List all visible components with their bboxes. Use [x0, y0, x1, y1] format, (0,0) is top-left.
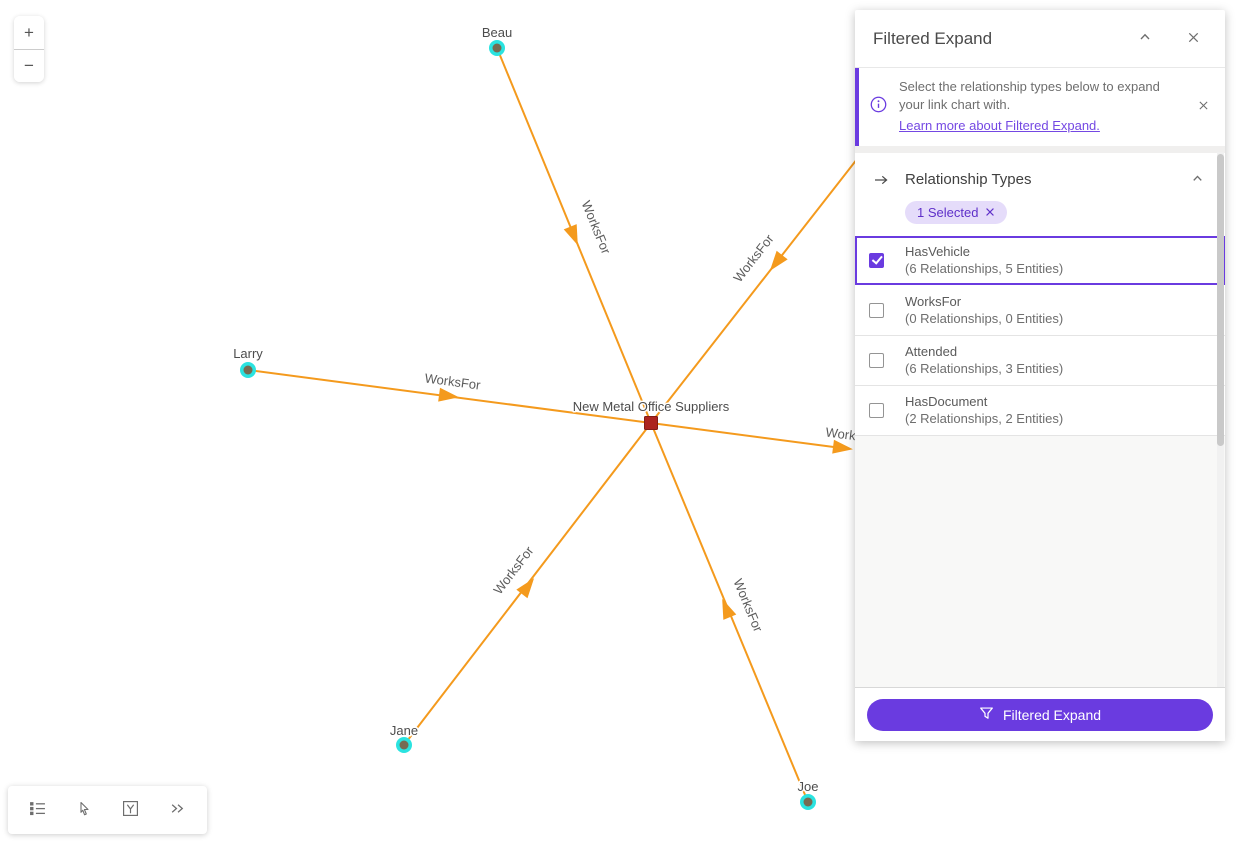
- relationship-types-header[interactable]: Relationship Types: [855, 153, 1225, 192]
- checkbox[interactable]: [869, 253, 884, 268]
- edge-label: WorksFor: [424, 370, 482, 392]
- link-chart-icon: [122, 800, 139, 820]
- panel-empty-area: [855, 436, 1225, 687]
- expand-toolbar-button[interactable]: [160, 792, 196, 828]
- list-item-attended[interactable]: Attended (6 Relationships, 3 Entities): [855, 336, 1225, 386]
- zoom-out-button[interactable]: −: [14, 49, 44, 82]
- node-label-beau: Beau: [482, 25, 512, 40]
- relationship-detail: (2 Relationships, 2 Entities): [905, 410, 1063, 427]
- list-item-hasvehicle[interactable]: HasVehicle (6 Relationships, 5 Entities): [855, 236, 1225, 286]
- edge-right-worksfor[interactable]: [651, 423, 849, 449]
- section-divider: [855, 146, 1225, 153]
- edge-arrow: [564, 224, 585, 248]
- selected-count-label: 1 Selected: [917, 205, 978, 220]
- cursor-icon: [76, 801, 92, 820]
- filtered-expand-button[interactable]: Filtered Expand: [867, 699, 1213, 731]
- edge-arrow: [764, 251, 787, 275]
- edge-label: WorksFor: [730, 231, 777, 285]
- node-label-joe: Joe: [798, 779, 819, 794]
- close-panel-button[interactable]: [1177, 23, 1209, 55]
- relationship-type-list: HasVehicle (6 Relationships, 5 Entities)…: [855, 236, 1225, 436]
- edge-topright-worksfor[interactable]: [651, 122, 886, 423]
- info-icon: [870, 96, 887, 118]
- bottom-toolbar: [8, 786, 207, 834]
- filtered-expand-panel: Filtered Expand Select the relationship …: [855, 10, 1225, 741]
- relationship-detail: (6 Relationships, 5 Entities): [905, 260, 1063, 277]
- close-icon: [1197, 99, 1210, 115]
- collapse-section-button[interactable]: [1185, 168, 1209, 192]
- clear-selection-icon[interactable]: [985, 205, 995, 220]
- node-label-jane: Jane: [390, 723, 418, 738]
- select-tool-button[interactable]: [66, 792, 102, 828]
- panel-scrollbar[interactable]: [1217, 152, 1224, 687]
- edge-arrow: [438, 388, 460, 404]
- zoom-in-button[interactable]: +: [14, 16, 44, 49]
- info-message: Select the relationship types below to e…: [899, 79, 1160, 112]
- selected-count-badge[interactable]: 1 Selected: [905, 201, 1007, 224]
- list-item-worksfor[interactable]: WorksFor (0 Relationships, 0 Entities): [855, 286, 1225, 336]
- dismiss-info-button[interactable]: [1191, 95, 1215, 119]
- chevron-up-icon: [1137, 29, 1153, 48]
- relationship-name: Attended: [905, 343, 1063, 360]
- node-jane[interactable]: Jane: [390, 723, 418, 753]
- link-chart-tool-button[interactable]: [113, 792, 149, 828]
- relationship-detail: (0 Relationships, 0 Entities): [905, 310, 1063, 327]
- relationship-name: HasDocument: [905, 393, 1063, 410]
- edge-arrow: [716, 596, 737, 620]
- zoom-widget: + −: [14, 16, 44, 82]
- panel-footer: Filtered Expand: [855, 687, 1225, 741]
- node-label-center: New Metal Office Suppliers: [573, 399, 730, 414]
- checkbox[interactable]: [869, 303, 884, 318]
- double-chevron-right-icon: [169, 800, 186, 820]
- edges: [248, 48, 886, 802]
- panel-title: Filtered Expand: [873, 29, 1129, 49]
- panel-header: Filtered Expand: [855, 10, 1225, 68]
- node-new-metal-office-suppliers[interactable]: New Metal Office Suppliers: [573, 399, 730, 430]
- section-title: Relationship Types: [905, 171, 1185, 188]
- checkbox[interactable]: [869, 403, 884, 418]
- list-icon: [29, 800, 46, 820]
- relationship-name: WorksFor: [905, 293, 1063, 310]
- filter-funnel-icon: [979, 706, 994, 724]
- relationship-name: HasVehicle: [905, 243, 1063, 260]
- node-label-larry: Larry: [233, 346, 263, 361]
- collapse-panel-button[interactable]: [1129, 23, 1161, 55]
- close-icon: [1186, 30, 1201, 48]
- list-item-hasdocument[interactable]: HasDocument (2 Relationships, 2 Entities…: [855, 386, 1225, 436]
- learn-more-link[interactable]: Learn more about Filtered Expand.: [899, 117, 1100, 135]
- legend-list-button[interactable]: [19, 792, 55, 828]
- relationship-detail: (6 Relationships, 3 Entities): [905, 360, 1063, 377]
- node-joe[interactable]: Joe: [798, 779, 819, 810]
- scrollbar-thumb[interactable]: [1217, 154, 1224, 446]
- node-beau[interactable]: Beau: [482, 25, 512, 56]
- edge-label: WorksFor: [579, 198, 614, 256]
- right-arrow-icon: [873, 172, 889, 188]
- checkbox[interactable]: [869, 353, 884, 368]
- info-message-box: Select the relationship types below to e…: [855, 68, 1225, 146]
- node-larry[interactable]: Larry: [233, 346, 263, 378]
- filtered-expand-button-label: Filtered Expand: [1003, 707, 1101, 723]
- chevron-up-icon: [1190, 171, 1205, 189]
